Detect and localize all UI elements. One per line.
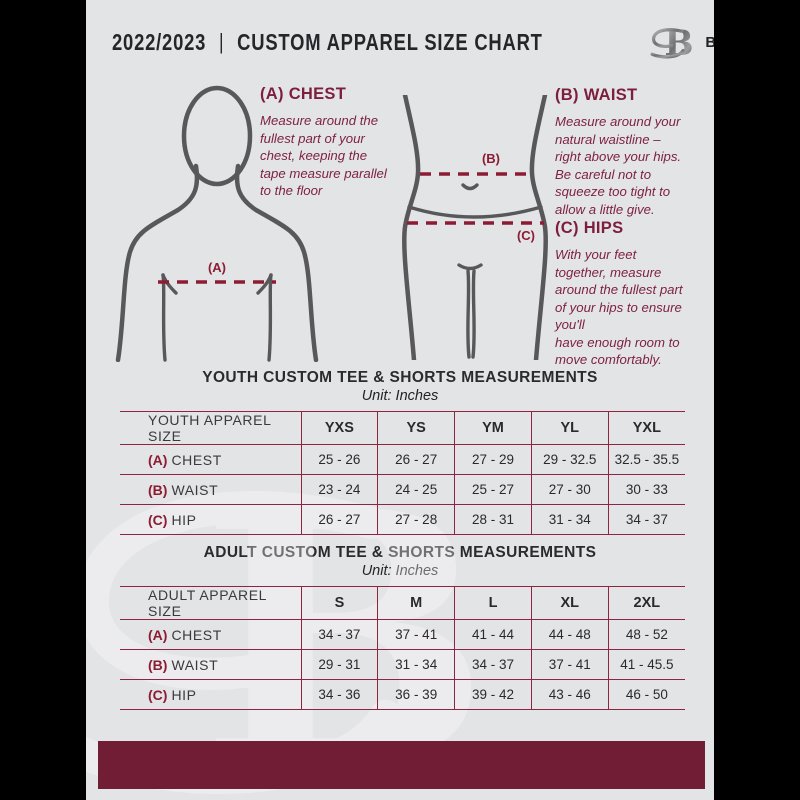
cell-value: 31 - 34: [530, 504, 609, 535]
cell-value: 34 - 37: [607, 504, 685, 535]
cell-value: 30 - 33: [607, 474, 685, 505]
cell-value: 37 - 41: [377, 619, 455, 650]
cell-value: 41 - 45.5: [607, 649, 685, 680]
youth-header-row: YOUTH APPAREL SIZE YXS YS YM YL YXL: [120, 411, 685, 445]
row-marker: (A): [148, 451, 168, 468]
adult-size-table: ADULT APPAREL SIZE S M L XL 2XL (A) CHEST…: [120, 586, 685, 710]
waist-marker-label: (B): [482, 151, 500, 166]
cell-value: 27 - 28: [377, 504, 455, 535]
title-separator: |: [218, 29, 225, 54]
row-label-text: WAIST: [171, 656, 219, 673]
youth-size-table: YOUTH APPAREL SIZE YXS YS YM YL YXL (A) C…: [120, 411, 685, 535]
brand-block: B BREAKAWAY: [650, 21, 714, 63]
row-label-text: HIP: [171, 686, 197, 703]
document-title: 2022/2023 | CUSTOM APPAREL SIZE CHART: [112, 29, 543, 56]
size-header-xl: XL: [530, 586, 609, 620]
chest-guide: (A) CHEST Measure around the fullest par…: [260, 85, 442, 200]
cell-value: 37 - 41: [530, 649, 609, 680]
hip-marker-label: (C): [517, 228, 535, 243]
hips-guide-heading: (C) HIPS: [555, 219, 624, 237]
cell-value: 29 - 31: [300, 649, 378, 680]
chest-marker-label: (A): [208, 260, 226, 275]
size-header-2xl: 2XL: [607, 586, 685, 620]
cell-value: 26 - 27: [377, 444, 455, 475]
cell-value: 25 - 26: [300, 444, 378, 475]
row-label: (C) HIP: [120, 504, 301, 535]
cell-value: 43 - 46: [530, 679, 609, 710]
head-outline: [181, 85, 253, 187]
row-label: (C) HIP: [120, 679, 301, 710]
row-label-text: CHEST: [171, 626, 222, 643]
row-label: (A) CHEST: [120, 444, 301, 475]
season-label: 2022/2023: [112, 28, 207, 55]
header: 2022/2023 | CUSTOM APPAREL SIZE CHART B: [112, 20, 714, 64]
cell-value: 26 - 27: [300, 504, 378, 535]
size-header-m: M: [377, 586, 455, 620]
adult-hip-row: (C) HIP 34 - 36 36 - 39 39 - 42 43 - 46 4…: [120, 679, 685, 710]
cell-value: 32.5 - 35.5: [607, 444, 685, 475]
cell-value: 23 - 24: [300, 474, 378, 505]
adult-table-title: ADULT CUSTOM TEE & SHORTS MEASUREMENTS: [203, 544, 597, 561]
size-header-ym: YM: [454, 411, 532, 445]
row-label: (B) WAIST: [120, 649, 301, 680]
size-header-yl: YL: [530, 411, 609, 445]
size-header-l: L: [454, 586, 532, 620]
waist-guide: (B) WAIST Measure around your natural wa…: [555, 86, 714, 218]
cell-value: 27 - 29: [454, 444, 532, 475]
hips-guide: (C) HIPS With your feet together, measur…: [555, 219, 714, 369]
footer-accent-bar: [98, 741, 705, 789]
cell-value: 24 - 25: [377, 474, 455, 505]
row-marker: (C): [148, 511, 168, 528]
cell-value: 39 - 42: [454, 679, 532, 710]
adult-header-row: ADULT APPAREL SIZE S M L XL 2XL: [120, 586, 685, 620]
hips-figure: (B) (C): [402, 95, 548, 360]
size-header-yxs: YXS: [300, 411, 378, 445]
row-marker: (C): [148, 686, 168, 703]
cell-value: 29 - 32.5: [530, 444, 609, 475]
youth-table-title: YOUTH CUSTOM TEE & SHORTS MEASUREMENTS: [202, 369, 598, 386]
youth-size-column-header: YOUTH APPAREL SIZE: [120, 411, 301, 445]
cell-value: 48 - 52: [607, 619, 685, 650]
torso-figure: (A): [115, 85, 319, 362]
cell-value: 31 - 34: [377, 649, 455, 680]
cell-value: 36 - 39: [377, 679, 455, 710]
page-title: CUSTOM APPAREL SIZE CHART: [237, 28, 543, 55]
cell-value: 25 - 27: [454, 474, 532, 505]
hips-guide-description: With your feet together, measure around …: [555, 247, 683, 368]
waist-guide-description: Measure around your natural waistline – …: [555, 114, 682, 217]
row-marker: (B): [148, 656, 168, 673]
row-label-text: WAIST: [171, 481, 219, 498]
chest-guide-heading: (A) CHEST: [260, 85, 347, 103]
adult-chest-row: (A) CHEST 34 - 37 37 - 41 41 - 44 44 - 48…: [120, 619, 685, 650]
youth-table-unit: Unit: Inches: [361, 388, 439, 404]
row-label-text: CHEST: [171, 451, 222, 468]
cell-value: 34 - 37: [300, 619, 378, 650]
row-marker: (B): [148, 481, 168, 498]
adult-waist-row: (B) WAIST 29 - 31 31 - 34 34 - 37 37 - 41…: [120, 649, 685, 680]
breakaway-logo-icon: B: [650, 24, 694, 63]
adult-size-column-header: ADULT APPAREL SIZE: [120, 586, 301, 620]
youth-chest-row: (A) CHEST 25 - 26 26 - 27 27 - 29 29 - 32…: [120, 444, 685, 475]
row-marker: (A): [148, 626, 168, 643]
youth-hip-row: (C) HIP 26 - 27 27 - 28 28 - 31 31 - 34 3…: [120, 504, 685, 535]
cell-value: 27 - 30: [530, 474, 609, 505]
adult-table-unit: Unit: Inches: [361, 563, 439, 579]
cell-value: 28 - 31: [454, 504, 532, 535]
size-header-ys: YS: [377, 411, 455, 445]
row-label: (B) WAIST: [120, 474, 301, 505]
size-chart-page: 2022/2023 | CUSTOM APPAREL SIZE CHART B: [86, 0, 714, 800]
youth-waist-row: (B) WAIST 23 - 24 24 - 25 25 - 27 27 - 30…: [120, 474, 685, 505]
brand-name: BREAKAWAY: [705, 34, 714, 51]
size-header-yxl: YXL: [607, 411, 685, 445]
waist-guide-heading: (B) WAIST: [555, 86, 638, 104]
cell-value: 44 - 48: [530, 619, 609, 650]
cell-value: 34 - 36: [300, 679, 378, 710]
cell-value: 46 - 50: [607, 679, 685, 710]
cell-value: 34 - 37: [454, 649, 532, 680]
row-label-text: HIP: [171, 511, 197, 528]
row-label: (A) CHEST: [120, 619, 301, 650]
size-header-s: S: [300, 586, 378, 620]
cell-value: 41 - 44: [454, 619, 532, 650]
chest-guide-description: Measure around the fullest part of your …: [260, 113, 387, 199]
